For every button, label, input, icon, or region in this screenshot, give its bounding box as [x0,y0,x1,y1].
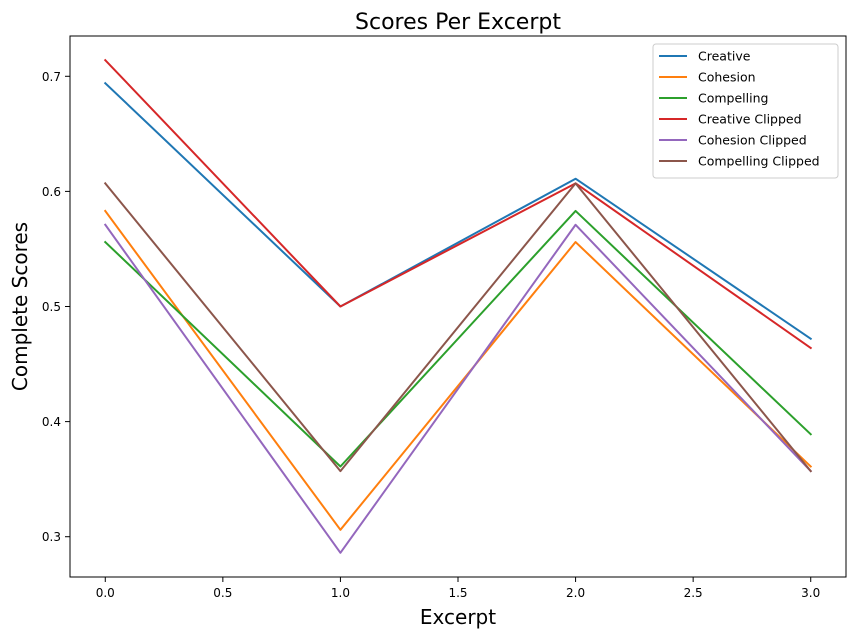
x-tick-label: 0.0 [96,586,115,600]
series-line-4 [103,58,813,350]
series-line-1 [103,81,813,341]
y-axis-label: Complete Scores [8,222,32,391]
x-tick-label: 1.0 [331,586,350,600]
legend: Creative Cohesion Compelling Creative Clipp… [652,43,839,179]
x-tick-label: 1.5 [448,586,467,600]
y-tick-label: 0.4 [42,415,61,429]
legend-box [652,43,839,179]
x-tick-label: 2.0 [566,586,585,600]
series-line-6 [103,181,813,473]
series-line-2 [103,209,813,531]
chart-title: Scores Per Excerpt [355,10,561,35]
legend-label: Compelling [698,91,768,106]
y-tick-label: 0.5 [42,300,61,314]
legend-label: Creative Clipped [698,112,802,127]
legend-label: Creative [698,49,751,64]
series-line-3 [103,209,813,468]
series-line-5 [103,223,813,554]
legend-label: Cohesion Clipped [698,133,807,148]
plot-area: 0.0 0.5 1.0 1.5 2.0 2.5 3.0 0.3 0.4 0.5 0.6 0.7 [42,35,847,600]
x-tick-label: 0.5 [213,586,232,600]
x-tick-label: 2.5 [684,586,703,600]
legend-label: Compelling Clipped [698,154,820,169]
x-tick-label: 3.0 [801,586,820,600]
legend-label: Cohesion [698,70,756,85]
y-tick-label: 0.6 [42,185,61,199]
y-tick-label: 0.3 [42,530,61,544]
y-tick-label: 0.7 [42,70,61,84]
x-axis-label: Excerpt [420,605,496,629]
